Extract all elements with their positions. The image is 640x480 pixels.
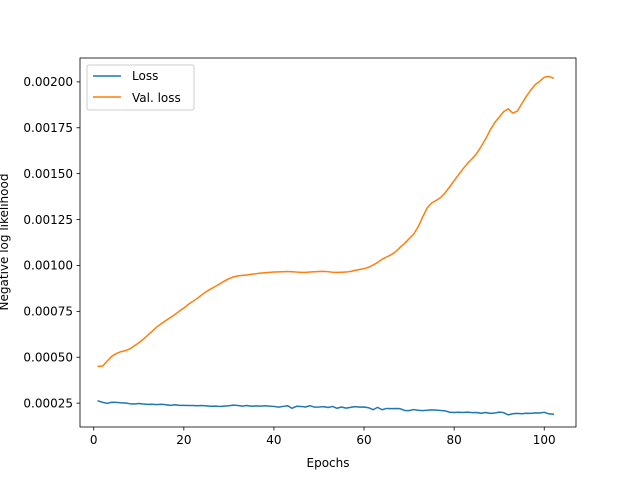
x-tick-label: 80 [446, 433, 461, 447]
y-tick-label: 0.00050 [23, 351, 73, 365]
x-tick-label: 20 [176, 433, 191, 447]
series-line-val-loss [97, 75, 555, 368]
x-axis-ticks: 0 20 40 60 80 100 [90, 427, 556, 447]
x-axis-label: Epochs [307, 456, 350, 470]
y-tick-label: 0.00125 [23, 213, 73, 227]
y-axis-label: Negative log likelihood [0, 174, 11, 311]
legend-label-loss: Loss [132, 69, 158, 83]
y-tick-label: 0.00175 [23, 121, 73, 135]
legend-label-val-loss: Val. loss [132, 91, 181, 105]
series-line-loss [97, 399, 555, 416]
series-group [97, 75, 555, 416]
plot-area [80, 58, 576, 427]
y-tick-label: 0.00100 [23, 259, 73, 273]
x-tick-label: 60 [356, 433, 371, 447]
y-tick-label: 0.00150 [23, 167, 73, 181]
y-tick-label: 0.00075 [23, 305, 73, 319]
x-tick-label: 100 [533, 433, 556, 447]
y-tick-label: 0.00200 [23, 75, 73, 89]
x-tick-label: 0 [90, 433, 98, 447]
y-axis-ticks: 0.00025 0.00050 0.00075 0.00100 0.00125 0.001… [23, 75, 80, 410]
legend: Loss Val. loss [86, 64, 195, 111]
plot-frame [79, 57, 577, 428]
y-tick-label: 0.00025 [23, 396, 73, 410]
x-tick-label: 40 [266, 433, 281, 447]
